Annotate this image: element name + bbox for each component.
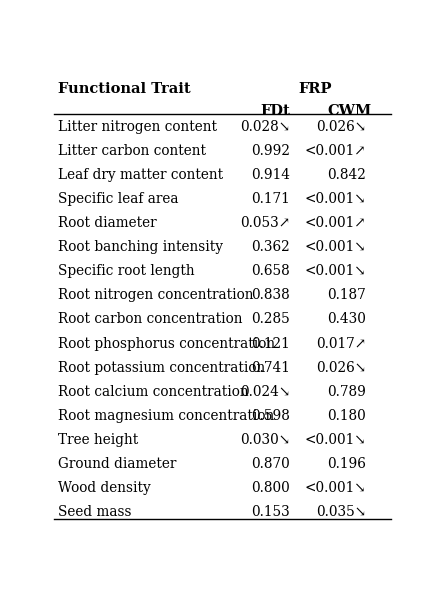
Text: Root banching intensity: Root banching intensity bbox=[58, 240, 222, 254]
Text: <0.001↗: <0.001↗ bbox=[304, 216, 365, 230]
Text: 0.024↘: 0.024↘ bbox=[240, 385, 290, 399]
Text: FDt: FDt bbox=[260, 104, 289, 118]
Text: 0.026↘: 0.026↘ bbox=[316, 361, 365, 375]
Text: 0.789: 0.789 bbox=[327, 385, 365, 399]
Text: Ground diameter: Ground diameter bbox=[58, 457, 176, 471]
Text: 0.430: 0.430 bbox=[327, 313, 365, 326]
Text: Root calcium concentration: Root calcium concentration bbox=[58, 385, 248, 399]
Text: CWM: CWM bbox=[326, 104, 371, 118]
Text: <0.001↘: <0.001↘ bbox=[304, 240, 365, 254]
Text: <0.001↘: <0.001↘ bbox=[304, 192, 365, 206]
Text: Litter nitrogen content: Litter nitrogen content bbox=[58, 120, 216, 134]
Text: 0.026↘: 0.026↘ bbox=[316, 120, 365, 134]
Text: Wood density: Wood density bbox=[58, 481, 150, 495]
Text: 0.153: 0.153 bbox=[251, 506, 290, 519]
Text: Root diameter: Root diameter bbox=[58, 216, 156, 230]
Text: 0.285: 0.285 bbox=[251, 313, 290, 326]
Text: 0.658: 0.658 bbox=[251, 264, 290, 278]
Text: Litter carbon content: Litter carbon content bbox=[58, 144, 205, 157]
Text: <0.001↘: <0.001↘ bbox=[304, 264, 365, 278]
Text: Specific root length: Specific root length bbox=[58, 264, 194, 278]
Text: 0.842: 0.842 bbox=[327, 168, 365, 182]
Text: <0.001↘: <0.001↘ bbox=[304, 433, 365, 447]
Text: 0.171: 0.171 bbox=[251, 192, 290, 206]
Text: <0.001↗: <0.001↗ bbox=[304, 144, 365, 157]
Text: 0.121: 0.121 bbox=[251, 337, 290, 350]
Text: 0.030↘: 0.030↘ bbox=[240, 433, 290, 447]
Text: 0.180: 0.180 bbox=[327, 409, 365, 423]
Text: 0.992: 0.992 bbox=[251, 144, 290, 157]
Text: 0.035↘: 0.035↘ bbox=[316, 506, 365, 519]
Text: 0.028↘: 0.028↘ bbox=[240, 120, 290, 134]
Text: Specific leaf area: Specific leaf area bbox=[58, 192, 178, 206]
Text: Leaf dry matter content: Leaf dry matter content bbox=[58, 168, 222, 182]
Text: 0.017↗: 0.017↗ bbox=[316, 337, 365, 350]
Text: Root magnesium concentration: Root magnesium concentration bbox=[58, 409, 273, 423]
Text: 0.838: 0.838 bbox=[251, 288, 290, 303]
Text: <0.001↘: <0.001↘ bbox=[304, 481, 365, 495]
Text: Root phosphorus concentration: Root phosphorus concentration bbox=[58, 337, 274, 350]
Text: 0.362: 0.362 bbox=[251, 240, 290, 254]
Text: Root nitrogen concentration: Root nitrogen concentration bbox=[58, 288, 253, 303]
Text: FRP: FRP bbox=[297, 82, 331, 96]
Text: Root potassium concentration: Root potassium concentration bbox=[58, 361, 264, 375]
Text: Tree height: Tree height bbox=[58, 433, 138, 447]
Text: 0.598: 0.598 bbox=[251, 409, 290, 423]
Text: 0.053↗: 0.053↗ bbox=[240, 216, 290, 230]
Text: 0.196: 0.196 bbox=[327, 457, 365, 471]
Text: Functional Trait: Functional Trait bbox=[58, 82, 190, 96]
Text: 0.741: 0.741 bbox=[251, 361, 290, 375]
Text: 0.187: 0.187 bbox=[327, 288, 365, 303]
Text: 0.800: 0.800 bbox=[251, 481, 290, 495]
Text: 0.870: 0.870 bbox=[251, 457, 290, 471]
Text: Root carbon concentration: Root carbon concentration bbox=[58, 313, 242, 326]
Text: Seed mass: Seed mass bbox=[58, 506, 131, 519]
Text: 0.914: 0.914 bbox=[251, 168, 290, 182]
